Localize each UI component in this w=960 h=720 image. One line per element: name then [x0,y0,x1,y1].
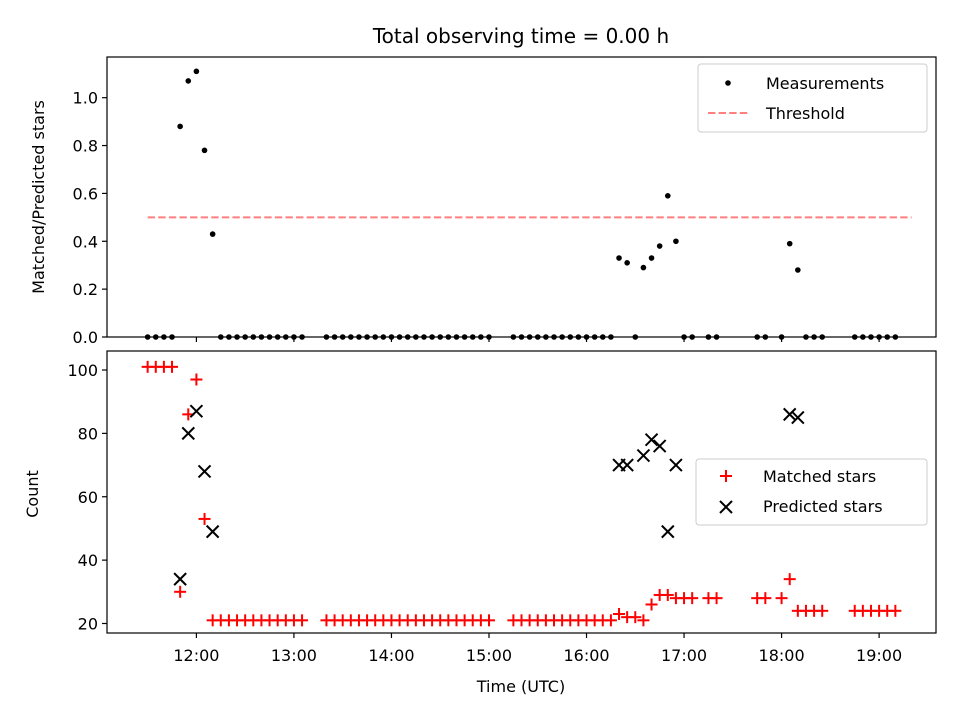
bottom-y-tick-label: 60 [78,488,98,507]
matched-star-point [482,614,495,627]
measurement-point [185,78,192,84]
predicted-star-point [181,426,195,441]
top-y-tick-label: 0.0 [73,328,98,347]
x-tick-label: 17:00 [661,646,707,665]
predicted-star-point [669,458,683,472]
matched-star-point [198,512,211,525]
matched-star-point [710,592,723,605]
measurement-point [648,255,655,261]
measurement-point [795,267,801,273]
predicted-star-point [636,448,651,463]
predicted-star-point [189,404,204,418]
measurement-point [786,240,793,247]
matched-star-point [604,614,617,627]
legend-matched-marker [720,470,732,482]
legend-predicted-marker [719,500,733,514]
top-y-tick-label: 0.6 [73,184,98,203]
chart-title: Total observing time = 0.00 h [372,24,669,48]
matched-star-point [759,592,772,605]
x-tick-label: 13:00 [271,646,317,665]
measurement-point [193,68,200,75]
measurement-point [664,193,671,199]
matched-star-point [296,614,309,627]
x-tick-label: 15:00 [466,646,512,665]
measurement-point [624,260,630,266]
top-y-tick-label: 1.0 [73,89,98,108]
x-tick-label: 19:00 [856,646,902,665]
matched-star-point [661,588,674,601]
predicted-star-point [652,439,667,453]
matched-star-point [637,614,650,627]
matched-star-point [686,592,699,605]
predicted-star-point [661,524,675,539]
measurement-point [201,147,208,154]
predicted-star-point [782,407,797,422]
x-tick-label: 14:00 [368,646,414,665]
bottom-y-axis-label: Count [23,470,42,518]
predicted-star-point [197,464,212,479]
matched-star-point [190,373,203,386]
bottom-legend-box [695,458,928,526]
matched-star-point [889,604,902,617]
measurement-point [656,243,663,249]
top-y-tick-label: 0.8 [73,137,98,156]
bottom-panel: 20 40 60 80 100 12:00 13:00 14:00 15:00 16:00 17:… [23,350,937,696]
measurement-point [177,123,183,130]
x-tick-label: 18:00 [759,646,805,665]
x-tick-label: 16:00 [563,646,609,665]
matched-star-point [166,360,179,373]
top-y-tick-label: 0.4 [73,232,98,251]
top-plot-frame [106,56,937,338]
predicted-star-point [791,410,805,425]
measurement-point [640,264,647,271]
top-y-axis-label: Matched/Predicted stars [29,100,48,294]
legend-measurements-label: Measurements [766,74,884,93]
predicted-star-point [173,572,187,586]
measurement-point [673,238,679,245]
predicted-star-point [620,458,634,472]
predicted-stars-points [173,404,805,586]
bottom-y-tick-label: 100 [67,361,98,380]
x-tick-label: 12:00 [173,646,219,665]
top-legend-box [697,63,928,133]
measurement-point [209,231,216,237]
bottom-plot-frame [106,350,937,634]
matched-star-point [645,598,658,611]
x-axis-label: Time (UTC) [476,677,565,696]
bottom-y-tick-label: 40 [78,551,98,570]
legend-measurements-marker [725,80,731,86]
predicted-star-point [205,524,220,539]
matched-star-point [174,585,187,598]
legend-matched-label: Matched stars [763,467,876,486]
measurement-point [616,255,622,261]
top-legend: Measurements Threshold [697,63,928,133]
bottom-y-tick-label: 20 [78,614,98,633]
bottom-y-tick-label: 80 [78,424,98,443]
matched-stars-points [141,360,902,627]
matched-star-point [775,592,788,605]
top-panel: 0.0 0.2 0.4 0.6 0.8 1.0 Matched/Predicted sta… [29,56,937,347]
legend-predicted-label: Predicted stars [763,497,883,516]
matched-star-point [816,604,829,617]
predicted-star-point [644,433,659,447]
legend-threshold-label: Threshold [765,104,845,123]
matched-star-point [613,607,626,620]
matched-star-point [783,573,796,586]
top-y-tick-label: 0.2 [73,280,98,299]
bottom-y-ticks: 20 40 60 80 100 [67,361,107,633]
matched-star-point [629,611,642,624]
top-y-ticks: 0.0 0.2 0.4 0.6 0.8 1.0 [73,89,107,347]
bottom-legend: Matched stars Predicted stars [695,458,928,526]
bottom-x-ticks: 12:00 13:00 14:00 15:00 16:00 17:00 18:00 19:00 [173,633,902,665]
